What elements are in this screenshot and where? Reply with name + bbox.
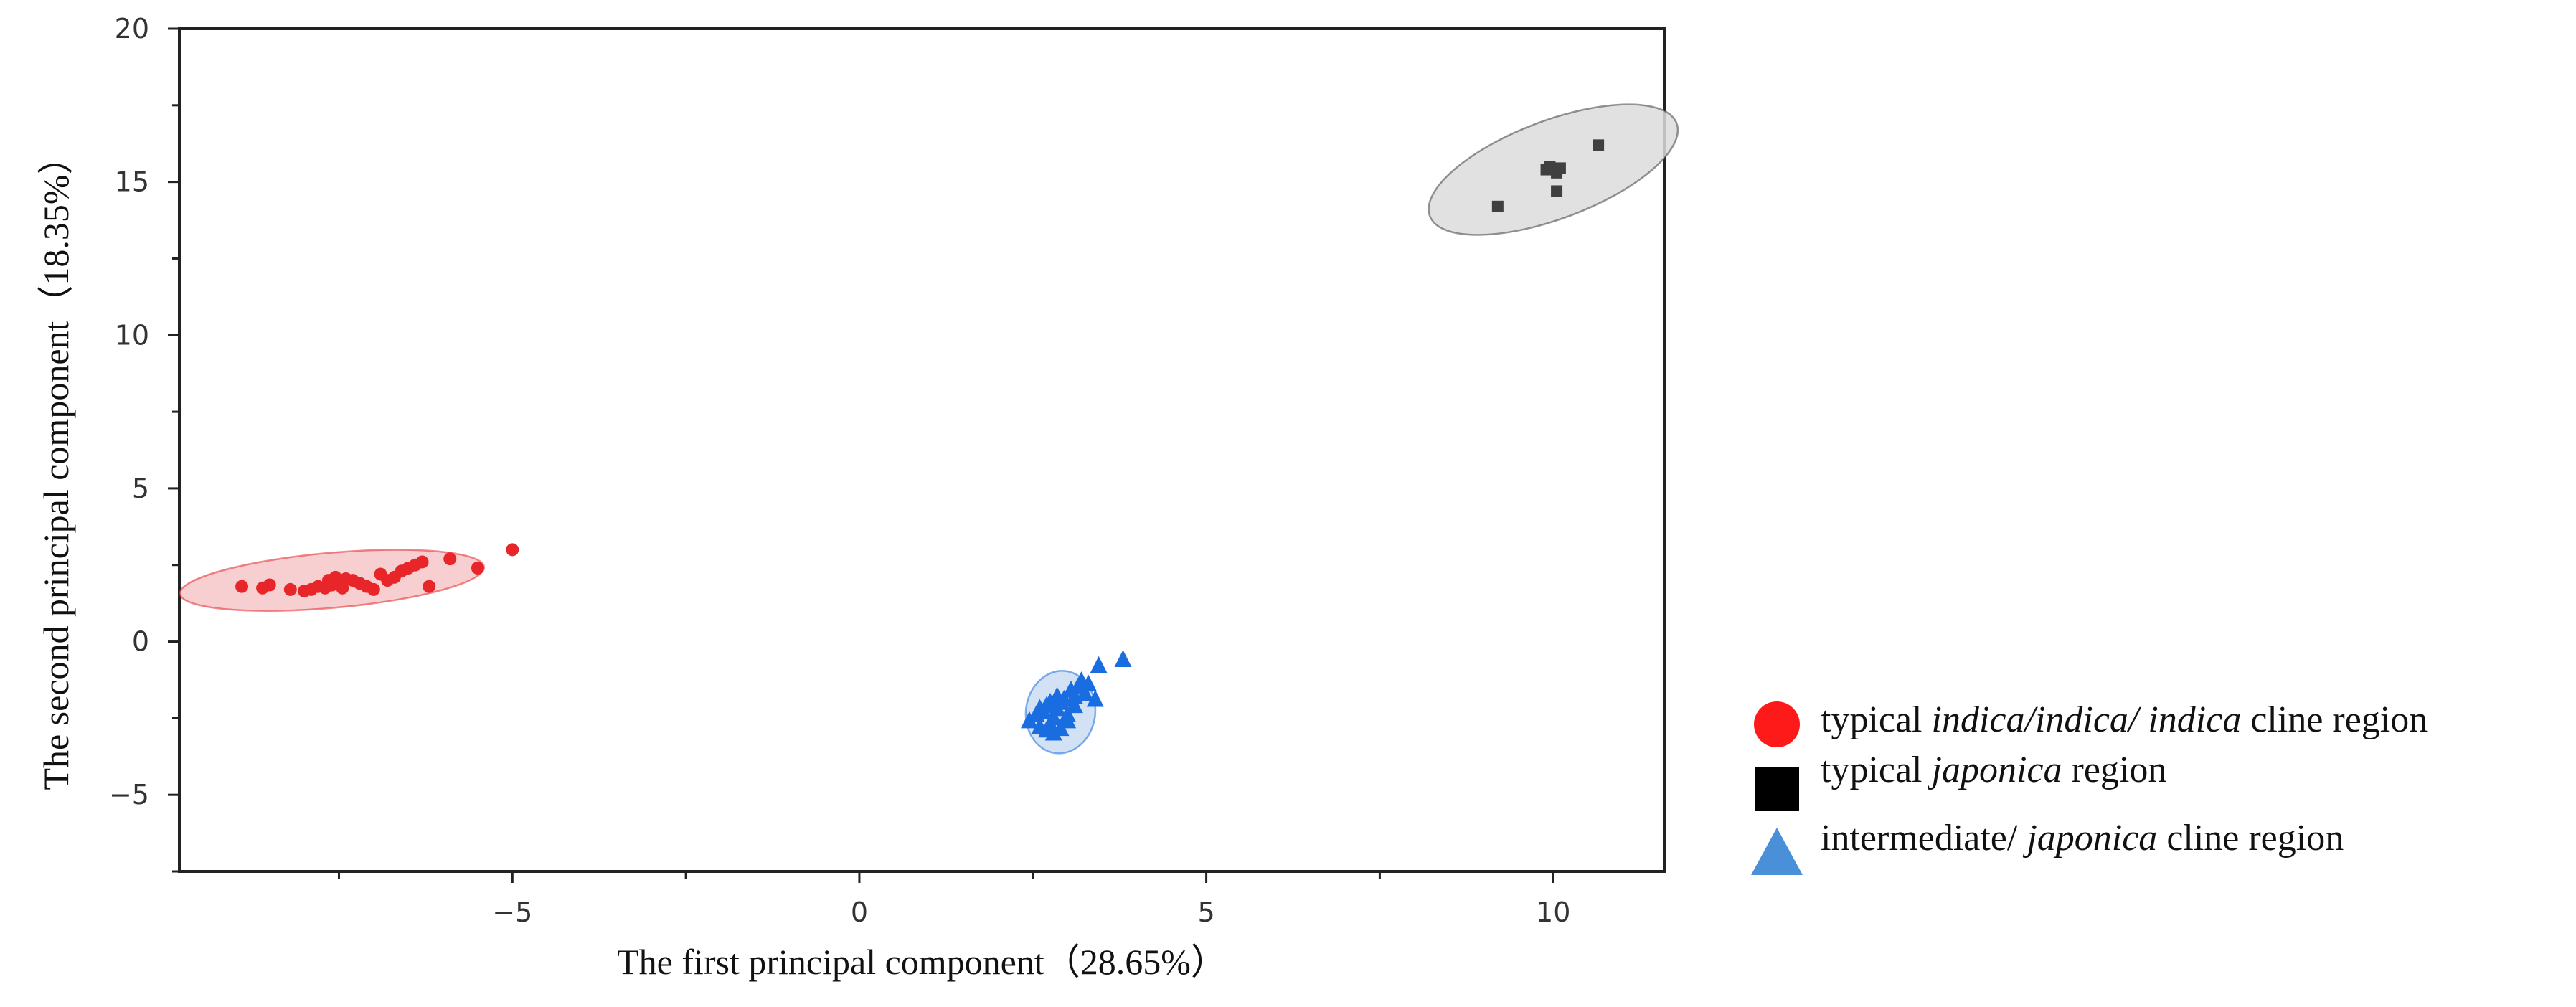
data-point-series-2 [1065,696,1083,714]
legend-marker-square [1755,767,1799,811]
y-tick-label: 5 [132,473,149,504]
legend-marker-triangle [1751,828,1803,875]
data-point-series-1 [1551,185,1563,197]
y-tick-label: 20 [115,13,149,44]
x-tick-label: 10 [1536,897,1570,928]
y-tick-label: −5 [109,779,149,810]
plot-area [178,27,1679,873]
legend-label: typical indica/indica/ indica cline regi… [1821,699,2428,740]
data-point-series-2 [1044,723,1062,741]
data-point-series-0 [283,582,297,596]
x-axis: −5 0 5 10 [337,871,1570,928]
data-point-series-2 [1076,684,1094,701]
y-axis-title: The second principal component（18.35%） [36,138,76,790]
data-point-series-1 [1593,139,1605,151]
plot-frame [178,27,1666,873]
data-point-series-1 [1554,162,1566,174]
legend-label: typical japonica region [1821,750,2166,790]
data-point-series-2 [1031,699,1049,717]
legend-marker-circle [1754,701,1800,747]
x-tick-label: 5 [1197,897,1214,928]
y-axis: −5 0 5 10 15 20 [109,13,179,873]
data-point-series-0 [415,555,429,569]
data-point-series-2 [1114,650,1132,667]
data-point-series-0 [443,552,457,566]
y-tick-label: 15 [115,166,149,198]
data-point-series-0 [263,578,276,592]
data-point-series-0 [471,562,484,575]
x-axis-title: The first principal component（28.65%） [617,942,1227,982]
data-point-series-1 [1491,200,1504,212]
y-tick-label: 10 [115,319,149,351]
data-point-series-2 [1044,708,1062,726]
legend: typical indica/indica/ indica cline regi… [1751,699,2428,875]
confidence-ellipses [179,103,1679,755]
legend-label: intermediate/ japonica cline region [1821,818,2344,859]
data-point-series-2 [1090,656,1108,673]
data-point-series-2 [1086,689,1104,707]
data-point-series-2 [1080,674,1098,692]
data-point-series-2 [1048,686,1066,704]
data-points [235,139,1605,741]
data-point-series-0 [423,580,436,593]
x-tick-label: −5 [492,897,532,928]
data-point-series-0 [367,582,380,596]
x-tick-label: 0 [851,897,868,928]
data-point-series-0 [506,543,519,557]
data-point-series-0 [235,580,249,593]
y-tick-label: 0 [132,626,149,658]
data-point-series-2 [1059,711,1077,729]
